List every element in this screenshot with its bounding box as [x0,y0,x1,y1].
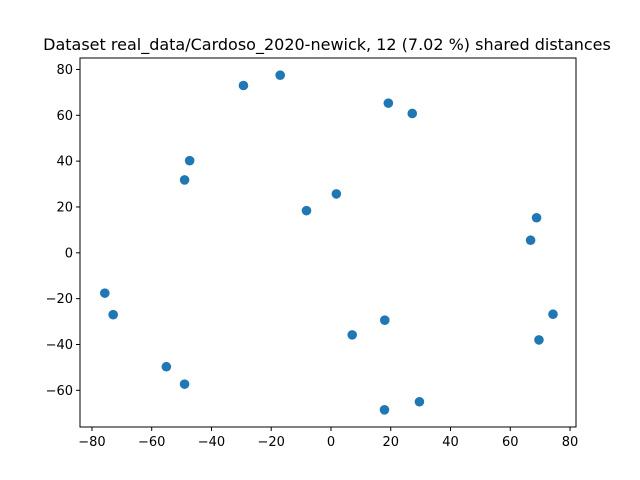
x-tick-label: 0 [327,435,335,450]
x-tick-label: −20 [258,435,285,450]
scatter-point [184,155,195,166]
scatter-point [379,405,390,415]
x-axis: −80 −60 −40 −20 0 20 40 60 80 [78,427,578,450]
y-tick-label: 0 [65,246,73,261]
scatter-point [383,98,394,108]
scatter-point [525,235,536,246]
y-axis: −60 −40 −20 0 20 40 60 80 [46,63,80,399]
y-tick-label: 80 [56,63,73,78]
y-tick-label: −40 [46,338,73,353]
scatter-point [531,212,542,223]
scatter-point [179,175,190,185]
scatter-point [238,80,249,91]
scatter-point [275,70,285,80]
scatter-point [407,108,418,119]
scatter-point [108,309,118,320]
scatter-point [347,330,358,340]
scatter-point [534,335,544,345]
scatter-point [379,315,390,325]
chart-title: Dataset real_data/Cardoso_2020-newick, 1… [43,35,611,55]
x-tick-label: 60 [502,435,519,450]
x-tick-label: −40 [198,435,225,450]
scatter-point [161,361,172,372]
x-tick-label: 80 [562,435,579,450]
scatter-point [179,379,190,389]
y-tick-label: −20 [46,292,73,307]
x-tick-label: −80 [78,435,105,450]
scatter-point [301,205,312,216]
y-tick-label: 60 [56,109,73,124]
scatter-point [414,396,425,407]
scatter-point [548,309,558,320]
y-tick-label: −60 [46,384,73,399]
x-tick-label: −60 [138,435,165,450]
data-points [100,70,558,415]
scatter-point [100,288,110,298]
y-tick-label: 20 [56,200,73,215]
scatter-point [331,189,342,199]
x-tick-label: 20 [382,435,399,450]
plot-area-frame [79,57,577,428]
y-tick-label: 40 [56,155,73,170]
x-tick-label: 40 [442,435,459,450]
